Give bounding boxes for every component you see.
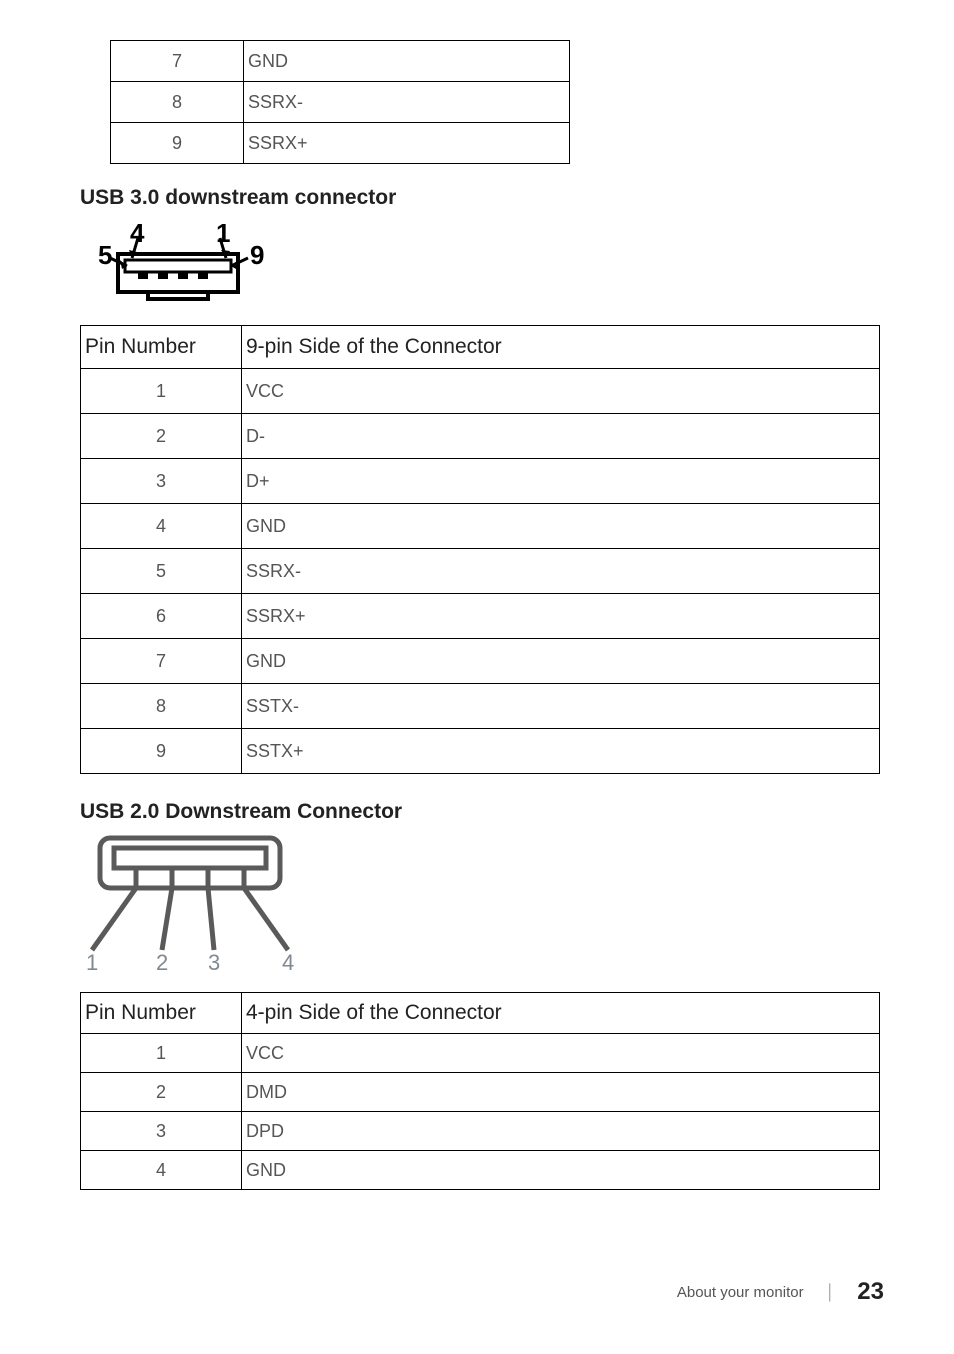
- footer-divider: │: [826, 1284, 835, 1301]
- pin-cell: 3: [81, 459, 242, 504]
- table-row: 2D-: [81, 414, 880, 459]
- pin-cell: 7: [111, 41, 244, 82]
- table-row: 1VCC: [81, 369, 880, 414]
- pin-cell: 7: [81, 639, 242, 684]
- table-row: 6SSRX+: [81, 594, 880, 639]
- table-row: 2DMD: [81, 1073, 880, 1112]
- pin-cell: 8: [111, 82, 244, 123]
- signal-cell: DPD: [242, 1112, 880, 1151]
- pin-cell: 1: [81, 1034, 242, 1073]
- pin-cell: 9: [111, 123, 244, 164]
- signal-cell: SSTX-: [242, 684, 880, 729]
- pin-cell: 5: [81, 549, 242, 594]
- table-row: 8SSTX-: [81, 684, 880, 729]
- usb30-heading: USB 3.0 downstream connector: [80, 186, 884, 210]
- table-row: 3D+: [81, 459, 880, 504]
- diagram-label-2: 2: [156, 950, 168, 972]
- pin-cell: 6: [81, 594, 242, 639]
- col-header-signal: 4-pin Side of the Connector: [242, 993, 880, 1034]
- signal-cell: SSRX+: [244, 123, 570, 164]
- diagram-label-5: 5: [98, 240, 112, 270]
- signal-cell: SSRX-: [242, 549, 880, 594]
- signal-cell: GND: [242, 504, 880, 549]
- usb30-connector-diagram: 5 4 1 9: [80, 220, 884, 305]
- diagram-label-1: 1: [86, 950, 98, 972]
- signal-cell: VCC: [242, 369, 880, 414]
- signal-cell: SSTX+: [242, 729, 880, 774]
- col-header-pin: Pin Number: [81, 993, 242, 1034]
- diagram-label-3: 3: [208, 950, 220, 972]
- signal-cell: VCC: [242, 1034, 880, 1073]
- diagram-label-4: 4: [282, 950, 294, 972]
- table-header-row: Pin Number 4-pin Side of the Connector: [81, 993, 880, 1034]
- pin-cell: 1: [81, 369, 242, 414]
- usb20-pinout-table: Pin Number 4-pin Side of the Connector 1…: [80, 992, 880, 1190]
- pin-cell: 2: [81, 414, 242, 459]
- col-header-pin: Pin Number: [81, 326, 242, 369]
- table-row: 3DPD: [81, 1112, 880, 1151]
- table-header-row: Pin Number 9-pin Side of the Connector: [81, 326, 880, 369]
- page-number: 23: [857, 1278, 884, 1305]
- diagram-label-4: 4: [130, 220, 145, 248]
- col-header-signal: 9-pin Side of the Connector: [242, 326, 880, 369]
- table-row: 8 SSRX-: [111, 82, 570, 123]
- signal-cell: SSRX+: [242, 594, 880, 639]
- pin-cell: 9: [81, 729, 242, 774]
- page-footer: About your monitor │ 23: [677, 1278, 884, 1306]
- usb30-upstream-table-cont: 7 GND 8 SSRX- 9 SSRX+: [110, 40, 570, 164]
- table-row: 7 GND: [111, 41, 570, 82]
- usb20-connector-diagram: 1 2 3 4: [80, 832, 884, 972]
- pin-cell: 4: [81, 1151, 242, 1190]
- usb30-pinout-table: Pin Number 9-pin Side of the Connector 1…: [80, 325, 880, 774]
- signal-cell: DMD: [242, 1073, 880, 1112]
- signal-cell: GND: [244, 41, 570, 82]
- diagram-label-9: 9: [250, 240, 264, 270]
- pin-cell: 2: [81, 1073, 242, 1112]
- pin-cell: 3: [81, 1112, 242, 1151]
- signal-cell: D-: [242, 414, 880, 459]
- table-row: 1VCC: [81, 1034, 880, 1073]
- table-row: 4GND: [81, 1151, 880, 1190]
- signal-cell: D+: [242, 459, 880, 504]
- table-row: 9SSTX+: [81, 729, 880, 774]
- usb20-heading: USB 2.0 Downstream Connector: [80, 800, 884, 824]
- diagram-label-1: 1: [216, 220, 230, 248]
- signal-cell: GND: [242, 639, 880, 684]
- table-row: 4GND: [81, 504, 880, 549]
- table-row: 7GND: [81, 639, 880, 684]
- table-row: 5SSRX-: [81, 549, 880, 594]
- pin-cell: 8: [81, 684, 242, 729]
- pin-cell: 4: [81, 504, 242, 549]
- signal-cell: GND: [242, 1151, 880, 1190]
- table-row: 9 SSRX+: [111, 123, 570, 164]
- signal-cell: SSRX-: [244, 82, 570, 123]
- footer-section-title: About your monitor: [677, 1284, 804, 1301]
